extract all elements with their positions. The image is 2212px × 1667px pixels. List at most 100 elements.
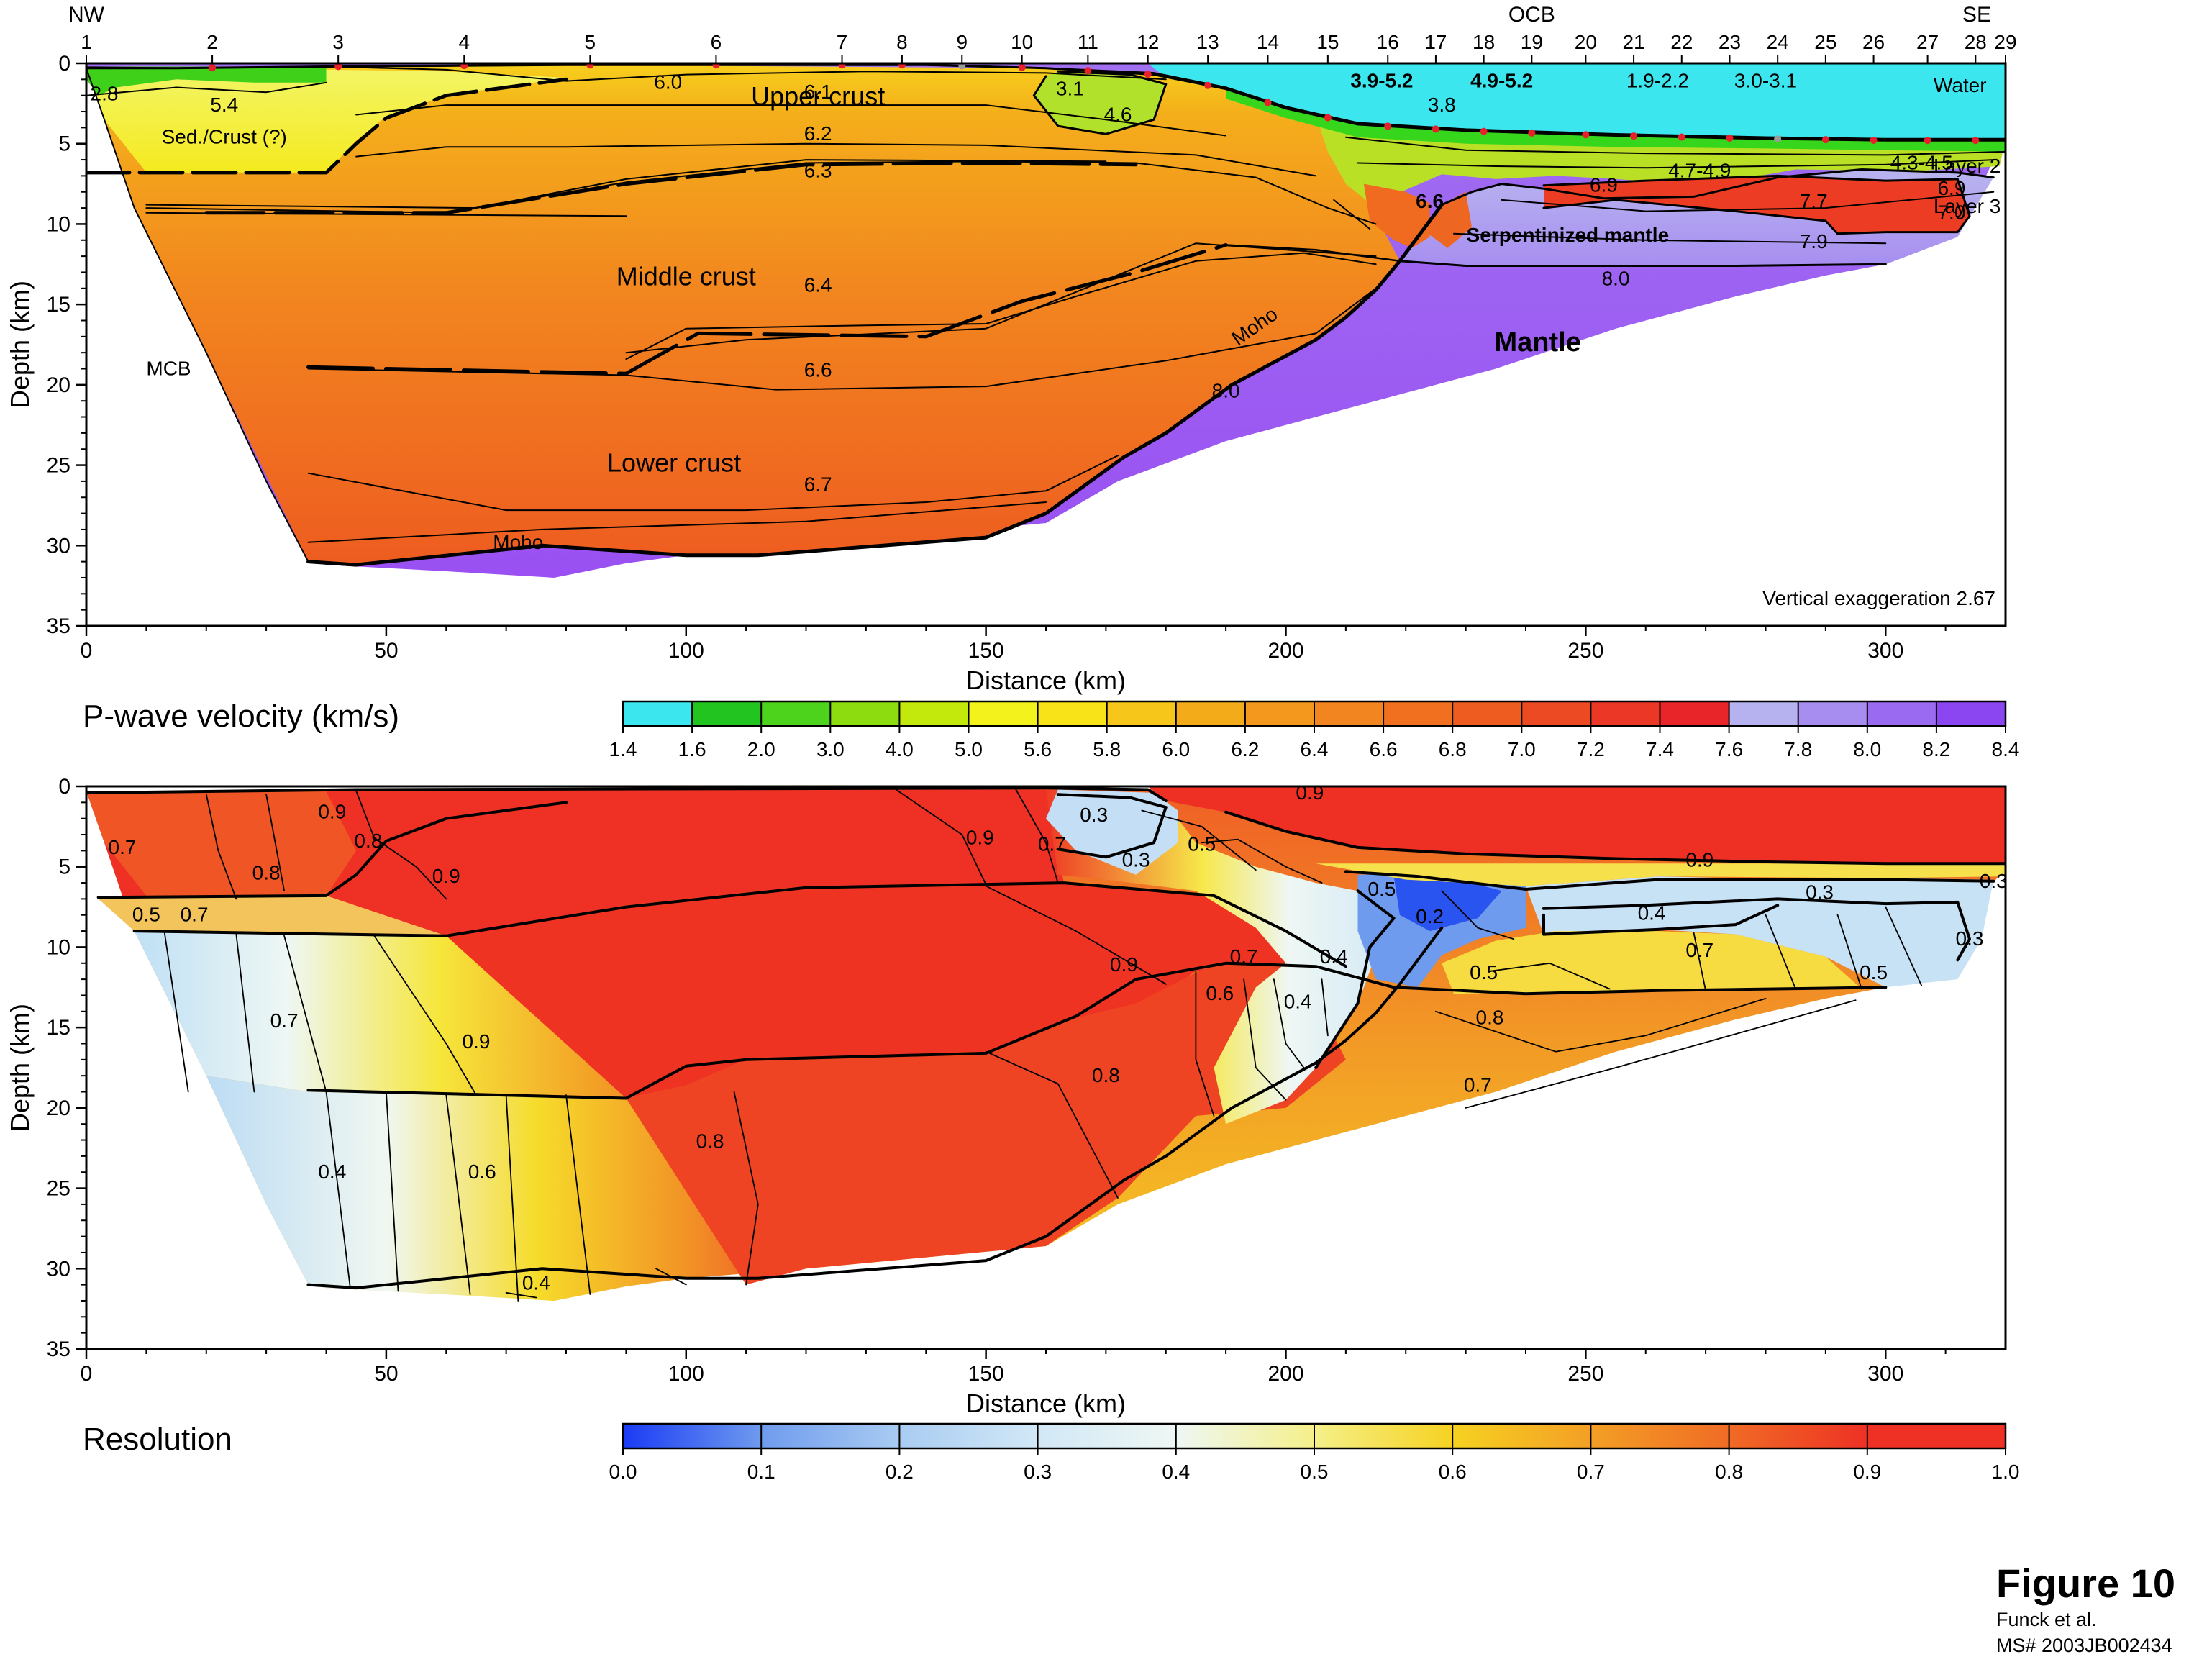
direction-label-se: SE — [1962, 3, 1991, 27]
resolution-boundary-7 — [1344, 870, 1995, 891]
vel-colorbar-label-19: 8.2 — [1922, 738, 1950, 760]
station-marker-22 — [1678, 133, 1685, 141]
station-marker-26 — [1870, 137, 1878, 145]
res-colorbar-segment-1 — [761, 1424, 900, 1448]
resolution-contour-label-10: 0.5 — [1188, 832, 1216, 855]
velocity-label-14: 3.0-3.1 — [1734, 70, 1797, 92]
station-label-18: 18 — [1473, 31, 1495, 53]
station-marker-24 — [1774, 135, 1782, 143]
station-marker-3 — [334, 63, 342, 71]
resolution-boundary-6 — [1224, 810, 2006, 866]
resolution-boundary-5 — [1056, 793, 1168, 859]
velocity-interface-2 — [355, 142, 1317, 177]
vel-colorbar-label-10: 6.4 — [1301, 738, 1329, 760]
resolution-contour-label-33: 0.8 — [696, 1130, 724, 1153]
vel-colorbar-label-14: 7.2 — [1577, 738, 1605, 760]
velocity-label-4: 6.2 — [804, 122, 832, 145]
model-edge-left — [86, 67, 309, 563]
resolution-contour-7 — [895, 789, 987, 886]
resolution-boundary-0 — [86, 786, 1168, 803]
velocity-label-9: 8.0 — [1212, 380, 1240, 402]
resolution-contour-label-3: 0.7 — [109, 836, 137, 858]
station-label-21: 21 — [1622, 31, 1644, 53]
velocity-label-17: 6.9 — [1590, 174, 1618, 196]
layer3-outline — [1542, 174, 1971, 235]
resolution-contour-label-18: 0.7 — [1685, 939, 1713, 961]
ocb-label: OCB — [1508, 3, 1555, 27]
resolution-boundary-4 — [306, 926, 1444, 1290]
resolution-xtick-label-0: 0 — [81, 1362, 93, 1386]
resolution-contour-30 — [1489, 962, 1611, 990]
resolution-contour-0 — [205, 794, 237, 900]
velocity-xtick-label-300: 300 — [1867, 639, 1903, 663]
station-label-10: 10 — [1011, 31, 1033, 53]
vel-colorbar-label-12: 6.8 — [1439, 738, 1467, 760]
station-marker-8 — [898, 63, 906, 69]
vel-colorbar-label-16: 7.6 — [1715, 738, 1743, 760]
resolution-contour-10 — [733, 1091, 759, 1286]
vel-colorbar-label-7: 5.8 — [1093, 738, 1121, 760]
station-marker-17 — [1432, 125, 1439, 133]
resolution-ytick-label-35: 35 — [47, 1337, 70, 1361]
vel-colorbar-label-3: 3.0 — [816, 738, 845, 760]
resolution-contour-label-2: 0.8 — [354, 830, 382, 852]
vel-colorbar-segment-11 — [1383, 701, 1453, 726]
resolution-contour-label-30: 0.9 — [462, 1030, 490, 1053]
velocity-xaxis-label: Distance (km) — [966, 666, 1126, 695]
station-marker-25 — [1821, 136, 1829, 144]
station-label-23: 23 — [1719, 31, 1741, 53]
velocity-label-2: 6.0 — [654, 71, 682, 94]
res-colorbar-label-10: 1.0 — [1992, 1461, 2020, 1483]
station-marker-10 — [1018, 63, 1026, 71]
velocity-label-8: 6.7 — [804, 473, 832, 495]
res-colorbar-label-2: 0.2 — [886, 1461, 914, 1483]
region-label-8: Layer 3 — [1934, 195, 2001, 217]
res-colorbar-segment-0 — [623, 1424, 762, 1448]
resolution-contour-label-32: 0.7 — [1464, 1074, 1492, 1096]
res-colorbar-segment-4 — [1175, 1424, 1315, 1448]
vel-colorbar-segment-3 — [830, 701, 900, 726]
station-label-3: 3 — [332, 31, 344, 53]
region-label-7: Layer 2 — [1934, 155, 2001, 177]
moho-boundary — [306, 203, 1444, 567]
resolution-contour-22 — [1465, 999, 1857, 1109]
resolution-contour-label-26: 0.6 — [1206, 982, 1234, 1004]
nw-sediment-layer — [86, 66, 327, 96]
vel-colorbar-label-1: 1.6 — [678, 738, 706, 760]
station-marker-5 — [586, 63, 594, 69]
res-colorbar-segment-3 — [1037, 1424, 1177, 1448]
resolution-contour-label-28: 0.7 — [270, 1009, 299, 1032]
velocity-interface-13 — [1344, 136, 2006, 156]
res-colorbar-segment-6 — [1452, 1424, 1591, 1448]
water-layer — [1147, 63, 2006, 141]
vel-colorbar-label-13: 7.0 — [1508, 738, 1536, 760]
velocity-xtick-label-250: 250 — [1567, 639, 1603, 663]
res-colorbar-segment-5 — [1314, 1424, 1453, 1448]
resolution-contour-label-12: 0.2 — [1416, 905, 1444, 927]
resolution-contour-12 — [445, 1094, 471, 1295]
vel-colorbar-segment-10 — [1314, 701, 1384, 726]
station-label-20: 20 — [1575, 31, 1597, 53]
station-marker-15 — [1324, 114, 1332, 122]
resolution-xtick-label-100: 100 — [668, 1362, 704, 1386]
water-bottom-line — [86, 63, 2006, 140]
vel-colorbar-segment-2 — [761, 701, 831, 726]
velocity-label-21: 7.9 — [1800, 230, 1828, 253]
station-label-12: 12 — [1137, 31, 1159, 53]
vel-colorbar-segment-14 — [1590, 701, 1660, 726]
layer2-body — [1316, 114, 2006, 204]
velocity-interface-9 — [307, 455, 1119, 512]
serpentinite-top — [1440, 168, 1995, 206]
velocity-model-panel: Water Upper crust Sed./Crust (?) Middle cru… — [86, 63, 2006, 626]
resolution-contour-label-1: 0.9 — [318, 801, 346, 823]
velocity-label-15: 4.7-4.9 — [1668, 160, 1731, 182]
velocity-interface-14 — [1357, 159, 1995, 169]
region-label-1: Upper crust — [751, 81, 885, 111]
velocity-interface-10 — [307, 501, 1047, 543]
res-colorbar-segment-2 — [899, 1424, 1039, 1448]
region-label-3: Middle crust — [616, 261, 756, 291]
station-marker-9 — [958, 63, 966, 70]
vel-colorbar-segment-0 — [623, 701, 693, 726]
resolution-contour-13 — [505, 1094, 519, 1302]
figure-ms-number: MS# 2003JB002434 — [1996, 1635, 2172, 1656]
